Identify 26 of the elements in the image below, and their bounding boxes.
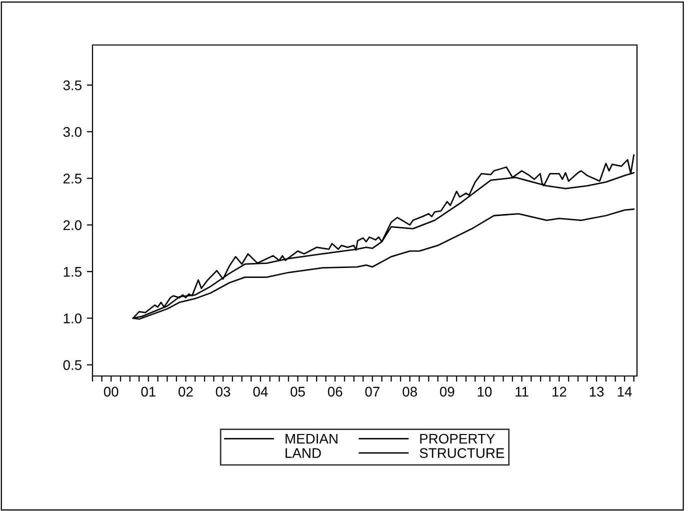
x-tick-label: 12 [552,386,566,396]
x-tick-label: 08 [402,386,417,397]
legend-label: MEDIAN [286,434,338,444]
y-tick-label: 2.5 [63,174,82,184]
y-tick-label: 1.5 [64,267,82,277]
x-tick-label: 14 [618,386,632,396]
x-tick-label: 05 [290,386,305,397]
legend-label: PROPERTY [420,434,495,444]
y-tick-label: 2.0 [63,220,82,230]
text: LAND [286,448,321,458]
x-tick-label: 00 [104,386,118,397]
y-tick-label: 3.0 [63,127,82,137]
y-tick-label: 1.0 [64,314,82,324]
x-tick-label: 13 [590,386,604,397]
x-tick-label: 07 [365,386,380,397]
x-tick-label: 04 [253,386,268,397]
x-tick-label: 02 [178,386,193,397]
y-tick-label: 3.5 [63,80,82,90]
x-tick-label: 03 [216,386,230,397]
x-tick-label: 10 [478,386,492,397]
y-tick-label: 0.5 [63,360,82,370]
legend-label: STRUCTURE [420,448,504,458]
x-tick-label: 09 [440,386,454,397]
x-tick-label: 06 [328,386,342,397]
x-tick-label: 01 [141,386,156,397]
x-tick-label: 11 [516,386,528,396]
